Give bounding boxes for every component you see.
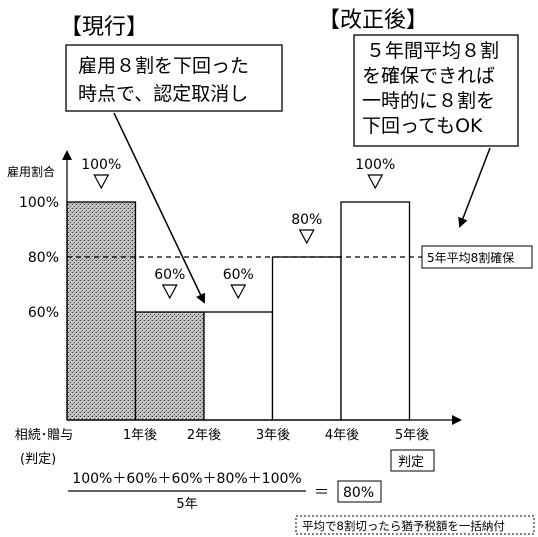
judgement-label: 判定 [398, 455, 424, 470]
y-ticks: 100% 80% 60% [19, 195, 59, 321]
value-marker-4 [298, 229, 315, 245]
current-arrow [113, 112, 206, 304]
revised-callout-line-2: を確保できれば [362, 65, 495, 87]
x-tick-label-2: 1年後 [123, 428, 157, 443]
value-label-5: 100% [355, 157, 395, 173]
revised-callout-line-3: 一時的に８割を [362, 90, 495, 112]
current-heading: 【現行】 [60, 15, 148, 40]
y-tick-label-60: 60% [28, 305, 59, 321]
revised-callout-line-1: ５年間平均８割 [366, 40, 499, 62]
bar-5 [340, 201, 411, 421]
judgement-box [390, 449, 435, 472]
x-tick-labels: 相続･贈与 1年後 2年後 3年後 4年後 5年後 [15, 427, 429, 443]
x-tick-label-4: 3年後 [256, 428, 290, 443]
footnote-text: 平均で8割切ったら猶予税額を一括納付 [302, 519, 505, 533]
x-tick-label-3: 2年後 [187, 428, 221, 443]
formula-result: 80% [343, 485, 374, 501]
x-tick-label-1: 相続･贈与 [15, 427, 74, 443]
formula-equals: ＝ [314, 483, 329, 501]
value-label-4: 80% [291, 212, 322, 228]
bar-3 [203, 311, 274, 421]
revised-callout-box [353, 34, 519, 147]
revised-heading: 【改正後】 [318, 8, 428, 33]
revised-arrow [458, 147, 491, 228]
formula-numerator: 100%＋60%＋60%＋80%＋100% [72, 471, 301, 487]
current-callout-line-2: 時点で、認定取消し [78, 83, 248, 105]
formula-result-box [337, 480, 382, 503]
x-tick-label-6: 5年後 [395, 428, 429, 443]
value-label-1: 100% [81, 157, 121, 173]
current-callout-box [65, 44, 283, 112]
revised-callout-line-4: 下回ってもOK [362, 115, 483, 137]
value-marker-3 [230, 284, 247, 300]
footnote-box [295, 515, 535, 535]
value-label-3: 60% [223, 267, 254, 283]
y-tick-label-80: 80% [28, 250, 59, 266]
bars [66, 201, 411, 421]
bar-1 [66, 201, 137, 421]
value-marker-5 [367, 174, 384, 190]
current-callout-line-1: 雇用８割を下回った [78, 55, 249, 77]
value-marker-2 [161, 284, 178, 300]
bar-2 [134, 311, 205, 421]
y-tick-label-100: 100% [19, 195, 59, 211]
x-sub-label: (判定) [20, 452, 56, 467]
reference-label: 5年平均8割確保 [427, 250, 514, 265]
reference-label-box [421, 245, 533, 269]
value-label-2: 60% [154, 267, 185, 283]
y-axis-label: 雇用割合 [7, 164, 55, 179]
value-labels: 100% 60% 60% 80% 100% [81, 157, 395, 300]
formula-denominator: 5年 [176, 497, 197, 512]
value-marker-1 [93, 174, 110, 190]
bar-4 [271, 256, 342, 421]
x-tick-label-5: 4年後 [325, 428, 359, 443]
